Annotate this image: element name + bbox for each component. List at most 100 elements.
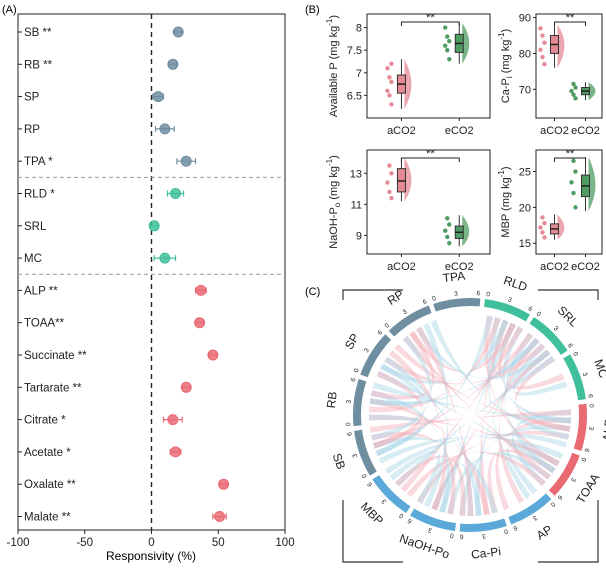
data-point	[445, 216, 450, 221]
chord-ribbon	[378, 436, 564, 464]
y-label-part: NaOH-P	[328, 207, 340, 249]
sector-tick-label: 6	[476, 290, 480, 297]
chord-ribbon	[487, 449, 556, 514]
category-label: eCO2	[571, 261, 600, 273]
sector-tick-label: 6	[377, 329, 385, 337]
violin-half	[557, 24, 565, 68]
chord-sector	[353, 378, 367, 427]
chord-ribbon	[372, 370, 424, 449]
significance-bracket	[553, 157, 586, 162]
data-point	[385, 66, 390, 71]
data-point	[540, 230, 545, 235]
sector-label: ALP	[600, 418, 606, 442]
y-label-part: -1	[497, 32, 506, 40]
chord-ribbon	[495, 417, 571, 511]
chord-sector	[388, 305, 432, 337]
frame-bracket-3	[538, 500, 599, 563]
sector-tick-label: 0	[431, 295, 437, 303]
sector-label: AP	[534, 522, 555, 542]
sector-tick-label: 3	[380, 497, 388, 505]
y-label-part: )	[328, 15, 340, 19]
chord-ribbon	[394, 455, 466, 516]
category-label: aCO2	[387, 125, 416, 137]
sector-tick-label: 6	[366, 480, 374, 487]
chord-ribbon	[511, 409, 571, 486]
significance-bracket	[553, 21, 586, 26]
sector-tick-label: 3	[346, 399, 353, 404]
data-point	[389, 195, 394, 201]
x-tick-label-0: -100	[6, 537, 29, 549]
data-point	[159, 123, 171, 135]
chord-ribbon	[480, 319, 509, 516]
sector-tick-label: 0	[345, 422, 352, 427]
chord-ribbon	[512, 349, 568, 396]
x-tick-label-3: 50	[212, 537, 225, 549]
data-point	[571, 158, 576, 163]
sector-tick-label: 3	[569, 476, 577, 483]
category-text: eCO2	[571, 125, 600, 137]
sector-label: SB	[330, 451, 349, 471]
category-text: eCO2	[445, 261, 474, 273]
box-plot-B3: 9 11 13 NaOH-Po (mg kg-1) aCO2 eCO2 **	[325, 148, 491, 273]
category-label: Succinate **	[24, 350, 87, 362]
chord-sector	[459, 518, 507, 532]
data-point	[389, 171, 394, 176]
chord-ribbon	[487, 317, 531, 500]
sector-tick-label: 6	[566, 342, 574, 349]
data-point	[389, 61, 394, 66]
chord-sector	[433, 298, 481, 312]
sector-tick-label: 3	[351, 452, 359, 458]
data-point	[540, 33, 545, 38]
data-point	[540, 54, 545, 60]
data-point	[542, 235, 547, 240]
y-tick-label: 13	[350, 168, 362, 180]
chord-ribbon	[370, 330, 435, 400]
violin-half	[557, 214, 565, 240]
chord-ribbon	[423, 322, 449, 508]
category-label: SRL	[24, 221, 47, 233]
data-point	[538, 225, 543, 230]
chord-ribbon	[369, 398, 490, 516]
sector-tick-label: 3	[481, 532, 486, 539]
box-plot-B1: 6.5 7 7.5 8 Available P (mg kg-1) aCO2 eCO2 **	[325, 12, 491, 137]
data-point	[167, 414, 179, 426]
data-point	[571, 190, 576, 196]
y-tick-label: 15	[519, 238, 531, 250]
sector-label: MC	[591, 358, 606, 381]
data-point	[195, 284, 207, 296]
chord-ribbon	[415, 326, 551, 379]
data-point	[170, 446, 182, 458]
category-label: eCO2	[445, 261, 474, 273]
box	[396, 168, 406, 193]
sector-tick-label: 0	[588, 404, 595, 409]
panel-a-items: -100 -50 0 50 100 SB ** RB ** SP RP TPA * RLD * SRL…	[6, 14, 295, 549]
sector-tick-label: 6	[459, 533, 463, 540]
category-label: aCO2	[540, 125, 569, 137]
chord-ribbon	[439, 322, 517, 513]
category-label: Acetate *	[24, 447, 71, 459]
sector-tick-label: 6	[556, 493, 564, 501]
violin-half	[404, 59, 412, 109]
chord-ribbon	[431, 463, 474, 516]
sector-tick-label: 6	[406, 516, 413, 524]
sector-tick-label: 0	[503, 527, 509, 535]
chord-ribbon	[484, 315, 560, 467]
category-label: RP	[24, 124, 40, 136]
chord-ribbon	[506, 443, 560, 495]
sector-tick-label: 0	[361, 472, 369, 479]
data-point	[542, 220, 547, 226]
violin-half	[588, 82, 596, 101]
chord-sector	[563, 354, 586, 401]
data-point	[443, 43, 448, 48]
y-tick-label: 9	[356, 230, 362, 242]
data-point	[387, 75, 392, 80]
violin-half	[588, 157, 596, 211]
chord-ribbon	[384, 343, 546, 385]
category-label: TPA *	[24, 156, 53, 168]
chord-ribbons	[369, 315, 571, 516]
y-tick-label: 20	[519, 202, 531, 214]
category-text: aCO2	[540, 261, 569, 273]
sector-tick-label: 3	[454, 291, 459, 298]
y-tick-label: 7.5	[347, 45, 362, 57]
